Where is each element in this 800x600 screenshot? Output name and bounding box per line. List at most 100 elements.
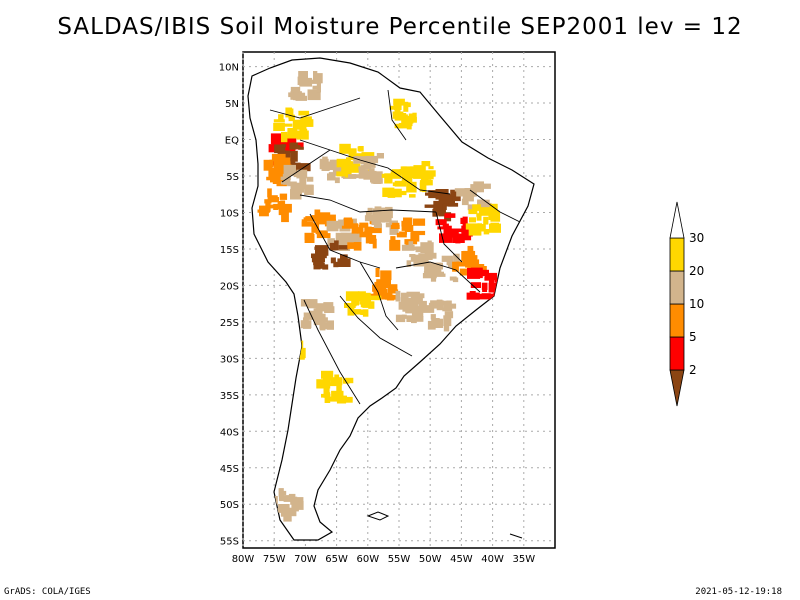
data-cell — [465, 223, 480, 230]
data-cell — [293, 190, 302, 195]
data-cell — [372, 238, 377, 249]
data-cell — [467, 245, 474, 256]
data-cell — [420, 172, 426, 182]
islands — [366, 511, 523, 539]
data-cell — [278, 114, 284, 122]
data-cell — [453, 228, 466, 233]
data-cell — [329, 224, 335, 230]
data-cell — [351, 298, 357, 307]
data-cell — [354, 153, 367, 159]
data-cell — [398, 124, 412, 129]
data-cell — [437, 226, 451, 230]
data-cell — [278, 504, 290, 513]
data-cell — [348, 236, 354, 245]
data-cell — [362, 299, 371, 308]
data-cell — [389, 227, 399, 235]
data-cell — [301, 221, 314, 227]
data-cell — [483, 229, 490, 235]
data-cell — [266, 204, 280, 209]
data-cell — [452, 194, 461, 202]
data-cell — [324, 306, 335, 313]
data-region — [395, 290, 425, 324]
data-cell — [433, 273, 446, 277]
data-cell — [334, 240, 339, 251]
data-cell — [347, 305, 355, 316]
data-region — [311, 240, 351, 270]
colorbar-bin — [669, 369, 685, 407]
data-cell — [285, 507, 299, 512]
x-tick-label: 55W — [388, 554, 411, 565]
data-cell — [274, 168, 287, 180]
colorbar-label: 5 — [689, 330, 697, 344]
data-cell — [290, 130, 298, 138]
colorbar-bin — [669, 237, 685, 272]
data-cell — [435, 189, 449, 200]
data-cell — [283, 512, 292, 522]
data-cell — [303, 317, 309, 328]
x-tick-label: 50W — [419, 554, 442, 565]
data-cell — [449, 276, 457, 281]
data-cell — [278, 123, 293, 127]
data-cell — [298, 146, 304, 150]
colorbar-label: 10 — [689, 297, 704, 311]
data-cell — [437, 266, 443, 270]
data-cell — [456, 261, 470, 267]
data-cell — [271, 153, 286, 162]
data-cell — [441, 300, 448, 306]
data-cell — [312, 85, 321, 90]
data-cell — [421, 161, 431, 167]
data-cell — [373, 223, 382, 229]
data-cell — [429, 262, 443, 267]
data-cell — [387, 191, 396, 198]
data-cell — [476, 223, 486, 232]
data-cell — [323, 302, 334, 310]
data-cell — [481, 282, 488, 290]
data-cell — [336, 158, 348, 168]
data-cell — [488, 279, 495, 286]
data-cell — [369, 295, 382, 301]
data-cell — [376, 153, 384, 159]
data-cell — [365, 235, 377, 244]
data-cell — [432, 208, 445, 216]
data-cell — [346, 157, 351, 165]
x-tick-label: 65W — [325, 554, 348, 565]
data-cell — [368, 227, 382, 234]
data-cell — [411, 308, 424, 318]
data-cell — [374, 206, 382, 214]
data-cell — [406, 121, 412, 130]
data-cell — [488, 210, 500, 220]
data-cell — [365, 155, 379, 164]
data-cell — [360, 309, 365, 315]
data-cell — [266, 176, 271, 181]
data-cell — [454, 188, 468, 192]
y-tick-label: 15S — [220, 245, 239, 256]
data-cell — [278, 488, 284, 497]
data-cell — [468, 209, 478, 215]
data-cell — [283, 164, 296, 176]
data-cell — [273, 119, 285, 123]
data-cell — [467, 255, 478, 265]
data-cell — [282, 173, 289, 180]
data-cell — [268, 144, 280, 153]
data-cell — [333, 261, 339, 268]
data-cell — [311, 223, 320, 233]
data-cell — [441, 255, 453, 262]
data-region — [419, 299, 457, 332]
data-cell — [389, 105, 401, 110]
data-cell — [304, 233, 315, 243]
data-cell — [274, 141, 286, 146]
data-cell — [436, 299, 443, 311]
data-cell — [344, 396, 353, 403]
data-cell — [319, 322, 327, 330]
data-cell — [393, 98, 405, 106]
data-cell — [316, 82, 321, 93]
data-cell — [316, 317, 328, 323]
data-cell — [265, 203, 271, 212]
data-cell — [448, 202, 459, 207]
data-region — [348, 153, 384, 184]
data-cell — [464, 188, 477, 197]
data-cell — [399, 113, 407, 118]
data-cell — [360, 160, 368, 165]
data-cell — [334, 177, 340, 184]
x-tick-label: 35W — [512, 554, 535, 565]
